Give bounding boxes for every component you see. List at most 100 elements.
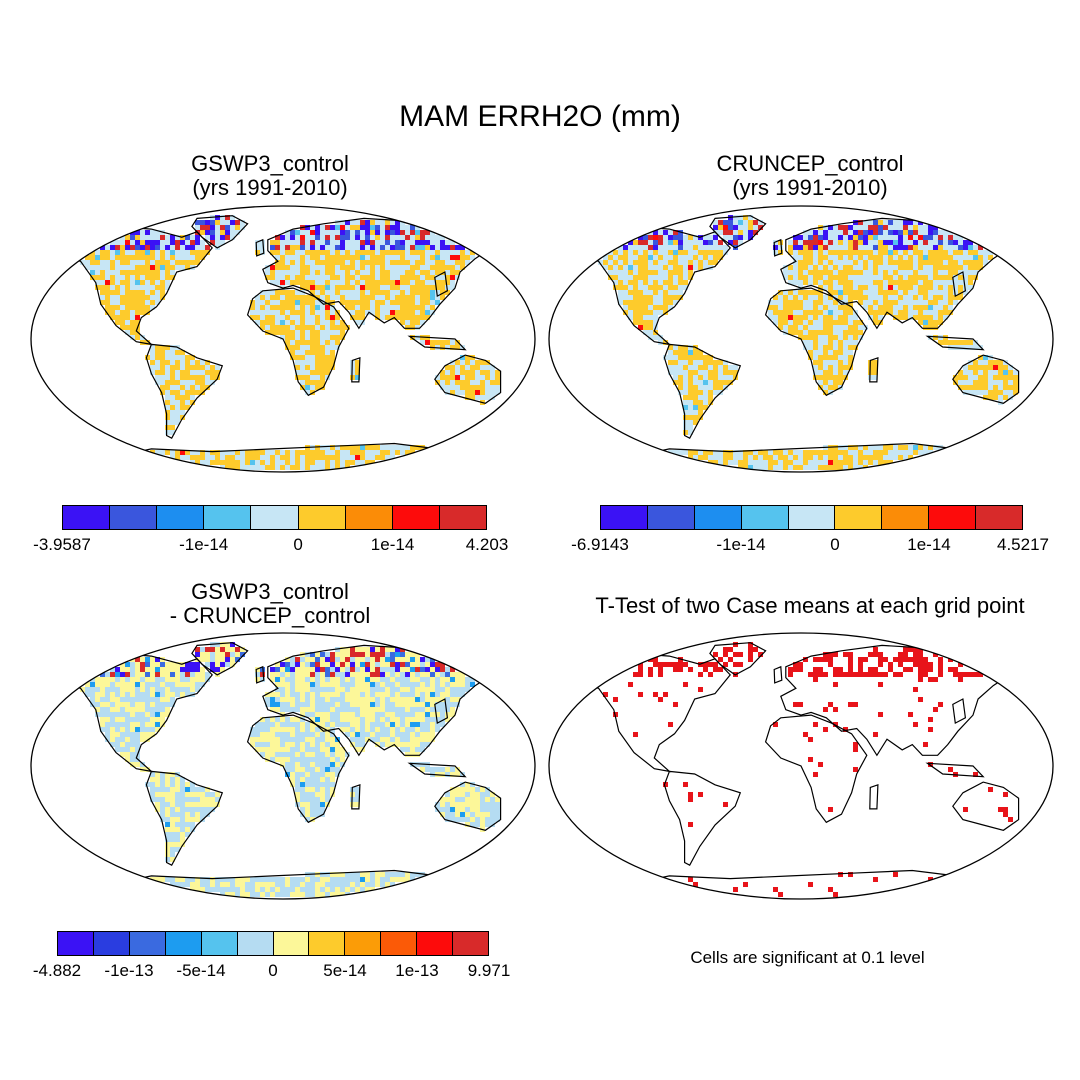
panel-title-ttest: T-Test of two Case means at each grid po… [560,594,1060,618]
map-gswp3 [30,205,536,473]
colorbar-label: -4.882 [32,961,82,980]
coastline-indonesia [407,762,467,778]
significance-note: Cells are significant at 0.1 level [690,948,925,967]
colorbar-swatch [601,506,648,529]
colorbar-label: -1e-14 [716,535,766,554]
coastline-madagascar [869,783,879,810]
colorbar-label: 1e-14 [370,535,415,554]
colorbar-label: 9.971 [467,961,511,980]
coastline-australia [434,781,502,831]
coastline-australia [434,354,502,404]
coastline-uk [773,238,783,257]
colorbar-swatch [345,932,382,955]
coastlines [567,642,1042,899]
coastline-indonesia [925,335,985,351]
coastline-australia [952,354,1020,404]
colorbar-swatch [417,932,454,955]
colorbar-label: 5e-14 [323,961,367,980]
coastline-africa [246,714,350,824]
colorbar-cruncep [600,505,1023,530]
colorbar-label: -1e-13 [104,961,154,980]
coastline-greenland [191,642,249,676]
coastline-nz [515,391,524,418]
coastline-madagascar [351,783,361,810]
colorbar-swatch [835,506,883,529]
panel-title-cruncep-line2: (yrs 1991-2010) [732,175,888,200]
map-border [30,205,536,473]
colorbar-label: 1e-14 [907,535,951,554]
map-border [548,205,1054,473]
colorbar-label: 0 [293,535,303,554]
colorbar-swatch [309,932,346,955]
panel-title-gswp3: GSWP3_control (yrs 1991-2010) [120,152,420,200]
map-cruncep [548,205,1054,473]
colorbar-swatch [453,932,489,955]
coastline-namerica [567,225,731,346]
panel-title-gswp3-line2: (yrs 1991-2010) [192,175,348,200]
colorbar-swatch [647,506,695,529]
coastline-namerica [567,652,731,773]
map-cells [80,215,500,470]
coastline-indonesia [925,762,985,778]
colorbar-swatch [129,932,166,955]
coastline-greenland [709,215,767,249]
coastline-japan [952,271,967,298]
colorbar-label: 1e-13 [395,961,439,980]
figure-title: MAM ERRH2O (mm) [399,100,681,133]
colorbar-swatch [273,932,310,955]
coastline-nz [515,818,524,845]
map-cells [603,642,1013,897]
coastline-japan [434,271,449,298]
colorbar-label: 4.5217 [997,535,1049,554]
colorbar-swatch [741,506,789,529]
coastline-madagascar [869,356,879,383]
colorbar-label: 0 [830,535,840,554]
colorbar-swatch [165,932,202,955]
coastline-australia [952,781,1020,831]
coastline-nz [1033,818,1042,845]
panel-title-cruncep: CRUNCEP_control (yrs 1991-2010) [660,152,960,200]
colorbar-labels-cruncep: -6.9143 -1e-14 0 1e-14 4.5217 [571,535,1049,557]
colorbar-swatch [345,506,393,529]
colorbar-diff [57,931,489,956]
colorbar-swatch [381,932,418,955]
colorbar-swatch [929,506,977,529]
coastline-indonesia [407,335,467,351]
coastline-namerica [49,652,213,773]
coastline-uk [255,665,265,684]
coastline-madagascar [351,356,361,383]
colorbar-label: 0 [268,961,278,980]
coastline-antarctica [618,869,1014,899]
colorbar-swatch [298,506,346,529]
colorbar-label: -6.9143 [571,535,629,554]
map-cells [598,215,1018,470]
colorbar-swatch [976,506,1023,529]
coastline-japan [434,698,449,725]
colorbar-swatch [392,506,440,529]
coastline-uk [255,238,265,257]
coastline-africa [764,714,868,824]
colorbar-swatch [157,506,205,529]
colorbar-swatch [788,506,836,529]
colorbar-label: 4.203 [465,535,509,554]
panel-title-diff-line2: - CRUNCEP_control [169,603,371,628]
colorbar-swatch [237,932,274,955]
map-diff [30,632,536,900]
panel-title-diff: GSWP3_control - CRUNCEP_control [120,580,420,628]
colorbar-swatch [439,506,486,529]
panel-title-cruncep-line1: CRUNCEP_control [716,151,904,176]
coastline-greenland [191,215,249,249]
coastline-greenland [709,642,767,676]
coastline-uk [773,665,783,684]
colorbar-swatch [204,506,252,529]
coastline-nz [1033,391,1042,418]
coastline-africa [246,287,350,397]
panel-title-diff-line1: GSWP3_control [191,579,349,604]
colorbar-labels-diff: -4.882 -1e-13 -5e-14 0 5e-14 1e-13 9.971 [33,961,510,983]
map-ttest [548,632,1054,900]
colorbar-swatch [201,932,238,955]
coastline-samerica [663,770,742,867]
map-border [548,632,1054,900]
colorbar-swatch [63,506,111,529]
colorbar-swatch [58,932,94,955]
